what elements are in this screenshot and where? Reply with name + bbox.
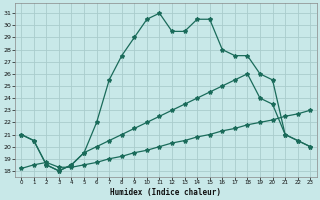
X-axis label: Humidex (Indice chaleur): Humidex (Indice chaleur)	[110, 188, 221, 197]
